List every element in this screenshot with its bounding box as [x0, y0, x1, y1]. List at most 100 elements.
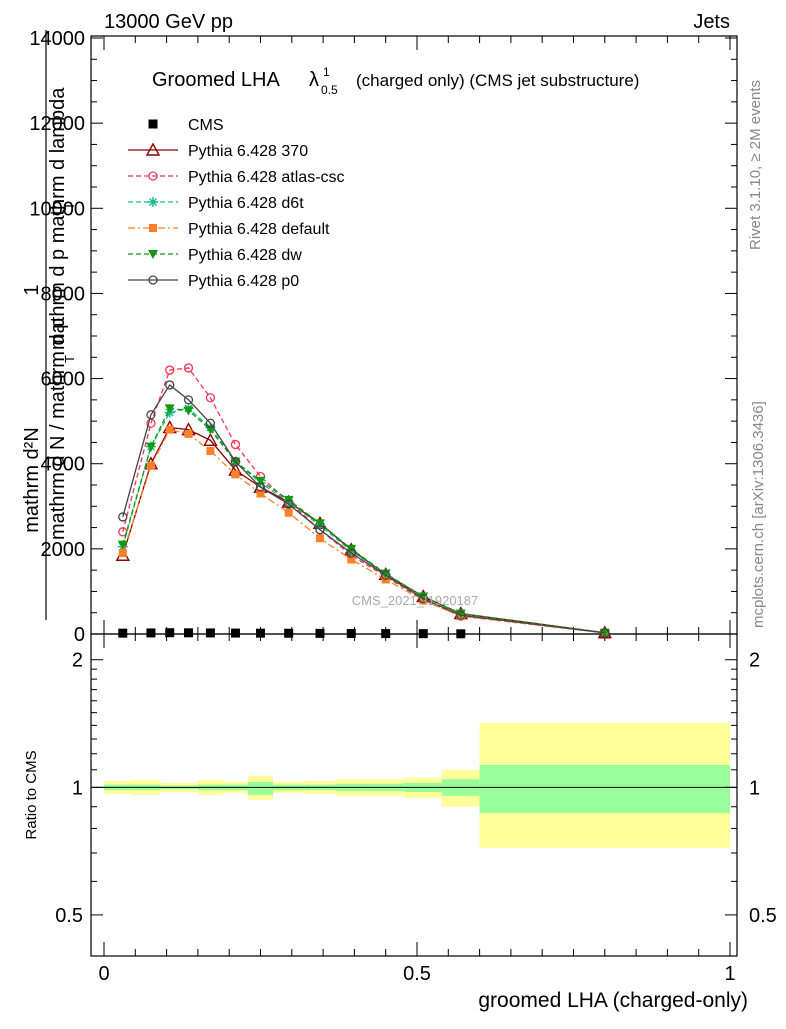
- series-6-point-13: [600, 628, 610, 638]
- series-6-point-2: [165, 380, 175, 390]
- series-4-point-4: [206, 446, 215, 455]
- series-line-5: [122, 407, 605, 634]
- y-tick-label-2: 4000: [41, 454, 86, 476]
- x-tick-label-0: 0: [98, 963, 109, 985]
- series-line-3: [122, 407, 605, 634]
- series-0-point-7: [284, 628, 294, 638]
- ratio-band-inner-6: [247, 781, 274, 795]
- series-6-point-1: [146, 410, 156, 420]
- series-layer: [115, 363, 612, 639]
- ylabel-denominator: mathrm d p mathrm d lambda: [47, 87, 69, 350]
- legend-label-5: Pythia 6.428 dw: [188, 247, 302, 264]
- series-4-point-0: [118, 549, 127, 558]
- legend-item-1: Pythia 6.428 370: [128, 142, 308, 160]
- legend-marker-1: [145, 142, 161, 156]
- axis-ticks: 0 2000 4000 6000 8000 10000 12000 14000 0 0.5 1 0.5…: [29, 28, 776, 985]
- series-0-point-8: [315, 628, 325, 638]
- x-tick-label-1: 0.5: [403, 963, 431, 985]
- series-6-point-6: [255, 482, 266, 492]
- series-5-point-6: [255, 476, 266, 486]
- series-0-point-11: [418, 629, 428, 639]
- series-6-point-5: [230, 456, 241, 467]
- series-6-point-0: [118, 512, 128, 522]
- legend-label-2: Pythia 6.428 atlas-csc: [188, 169, 345, 186]
- series-2-point-4: [205, 393, 216, 403]
- series-4-point-8: [315, 534, 324, 543]
- ylabel-prefix: 1: [21, 284, 43, 295]
- legend: CMS Pythia 6.428 370 Pythia 6.428 atlas-cs…: [128, 117, 345, 290]
- series-2-point-3: [183, 363, 194, 373]
- plot-title-main: Groomed LHA: [152, 69, 280, 91]
- series-4-point-9: [347, 555, 356, 564]
- series-4-point-7: [284, 508, 293, 517]
- ratio-panel-frame: [90, 633, 738, 957]
- ratio-tick-label-2: 2: [72, 650, 83, 672]
- series-6-point-11: [418, 594, 428, 604]
- series-0-point-3: [184, 628, 194, 638]
- y-tick-label-1: 2000: [41, 539, 86, 561]
- ylabel-main: 1 mathrm d²N mathrm d N / mathrm d p T m…: [21, 30, 77, 620]
- series-2-point-2: [165, 365, 175, 375]
- series-0-point-10: [381, 629, 391, 639]
- xlabel: groomed LHA (charged-only): [478, 989, 748, 1012]
- series-4-point-1: [146, 461, 155, 470]
- legend-marker-3: [148, 197, 158, 207]
- ylabel-denominator-sub: T: [62, 202, 77, 210]
- series-4-point-3: [184, 429, 193, 438]
- series-0: [118, 628, 610, 639]
- ratio-tick-label-right-0: 0.5: [749, 905, 777, 927]
- legend-item-2: Pythia 6.428 atlas-csc: [128, 169, 345, 186]
- legend-item-3: Pythia 6.428 d6t: [128, 195, 304, 212]
- ylabel-ratio: Ratio to CMS: [23, 750, 40, 839]
- legend-marker-2: [148, 171, 158, 181]
- series-6-point-12: [456, 610, 466, 620]
- header-right: Jets: [693, 11, 730, 33]
- ratio-tick-label-right-2: 2: [749, 650, 760, 672]
- series-0-point-0: [118, 628, 128, 638]
- ratio-band-inner-13: [479, 764, 730, 813]
- y-tick-label-7: 14000: [29, 28, 85, 50]
- ylabel-prefix-den: mathrm d N / mathrm d p: [47, 318, 69, 540]
- legend-marker-0: [148, 119, 158, 129]
- legend-item-0: CMS: [148, 117, 224, 134]
- y-tick-label-3: 6000: [41, 369, 86, 391]
- series-0-point-1: [146, 628, 156, 638]
- series-6-point-4: [205, 418, 216, 428]
- y-tick-label-6: 12000: [29, 113, 85, 135]
- legend-marker-6: [148, 275, 158, 285]
- series-5-point-0: [117, 540, 128, 550]
- series-6: [118, 380, 610, 638]
- x-tick-label-2: 1: [724, 963, 735, 985]
- header-left: 13000 GeV pp: [104, 11, 233, 33]
- legend-label-0: CMS: [188, 117, 224, 134]
- series-5-point-1: [145, 442, 156, 452]
- plot-title-sub: 0.5: [321, 83, 338, 97]
- ratio-uncertainty-bands: [91, 722, 737, 848]
- series-6-point-7: [284, 499, 294, 509]
- series-4-point-5: [231, 470, 240, 479]
- series-0-point-5: [230, 628, 240, 638]
- series-6-point-9: [346, 548, 356, 558]
- series-6-point-10: [381, 570, 391, 580]
- series-0-point-2: [165, 628, 175, 638]
- ratio-tick-label-right-1: 1: [749, 777, 760, 799]
- watermark: CMS_2021_I1920187: [352, 593, 479, 608]
- legend-marker-5: [148, 250, 158, 259]
- ratio-tick-label-1: 1: [72, 777, 83, 799]
- series-5-point-8: [314, 519, 325, 529]
- series-5-point-2: [164, 404, 175, 414]
- legend-label-1: Pythia 6.428 370: [188, 143, 308, 160]
- series-0-point-9: [346, 628, 356, 638]
- series-5-point-3: [183, 406, 194, 416]
- legend-item-6: Pythia 6.428 p0: [128, 273, 299, 290]
- legend-label-6: Pythia 6.428 p0: [188, 273, 299, 290]
- plot-title: Groomed LHA: [152, 69, 280, 91]
- legend-item-4: Pythia 6.428 default: [128, 221, 330, 238]
- y-tick-label-0: 0: [74, 624, 85, 646]
- plot-title-suffix: (charged only) (CMS jet substructure): [356, 71, 639, 90]
- plot-title-symbol: λ: [309, 69, 319, 91]
- series-0-point-6: [256, 628, 265, 638]
- series-line-2: [122, 367, 605, 634]
- legend-item-5: Pythia 6.428 dw: [128, 247, 302, 264]
